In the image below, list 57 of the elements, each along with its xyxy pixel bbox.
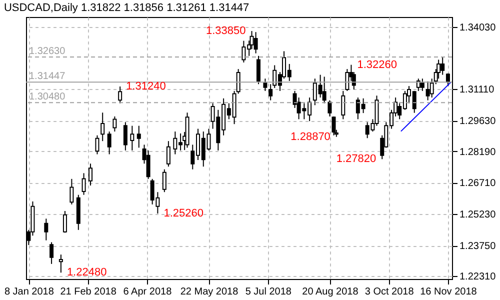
candlestick [345, 68, 350, 92]
y-tick-label: 1.23750 [460, 241, 496, 252]
x-tick-label: 16 Nov 2018 [420, 286, 478, 298]
candlestick [166, 140, 170, 168]
x-tick-label: 21 Feb 2018 [60, 286, 117, 298]
x-tick-label: 22 May 2018 [180, 286, 239, 298]
y-tick-label: 1.22310 [460, 272, 496, 283]
candlestick [107, 131, 112, 155]
annotation: 1.31240 [126, 80, 166, 92]
candlestick [162, 168, 166, 193]
candlestick [62, 210, 67, 234]
annotation: 1.27820 [336, 153, 376, 166]
x-tick-label: 8 Jan 2018 [4, 286, 54, 298]
candlestick [322, 76, 326, 104]
x-tick-label: 6 Apr 2018 [123, 286, 172, 298]
candlestick [82, 172, 86, 196]
y-tick-label: 1.25230 [460, 210, 496, 221]
x-tick-label: 20 Aug 2018 [302, 286, 359, 298]
chart-title: USDCAD,Daily 1.31822 1.31856 1.31261 1.31447 [4, 2, 250, 14]
ref-line-label: 1.31447 [29, 71, 66, 82]
annotation: 1.28870 [290, 130, 330, 143]
candlestick [130, 125, 134, 151]
candlestick [328, 100, 332, 117]
ref-line-label: 1.32630 [29, 46, 66, 57]
y-tick-label: 1.34030 [460, 22, 496, 34]
x-tick-label: 5 Jul 2018 [245, 286, 292, 298]
candlestick [95, 134, 100, 155]
candlestick [440, 56, 445, 76]
ref-line-label: 1.30480 [29, 92, 66, 103]
y-tick-label: 1.31110 [460, 84, 495, 96]
candlestick [112, 116, 117, 132]
candlestick [426, 80, 430, 101]
candlestick [256, 55, 260, 85]
annotation: 1.33850 [206, 25, 246, 38]
candlestick [341, 90, 346, 120]
annotation: 1.25260 [164, 208, 204, 220]
candlestick [254, 32, 258, 54]
candlestick [420, 78, 424, 92]
x-tick-label: 3 Oct 2018 [364, 286, 414, 298]
candlestick [58, 254, 63, 274]
candlestick [416, 78, 420, 92]
candlestick [44, 218, 48, 241]
y-tick-label: 1.29630 [460, 116, 496, 128]
annotation: 1.22480 [66, 266, 107, 279]
y-tick-label: 1.28190 [460, 146, 496, 158]
candlestick [88, 163, 93, 186]
candlestick [446, 72, 450, 87]
candlestick [123, 122, 128, 151]
y-tick-label: 1.26710 [460, 178, 496, 190]
candlestick [263, 78, 268, 92]
candlestick [100, 112, 105, 142]
candlestick [136, 125, 141, 148]
candlestick [118, 86, 122, 104]
annotation: 1.32260 [357, 58, 397, 71]
candlestick [70, 178, 74, 205]
candlestick [50, 242, 54, 264]
candlestick [332, 116, 336, 136]
